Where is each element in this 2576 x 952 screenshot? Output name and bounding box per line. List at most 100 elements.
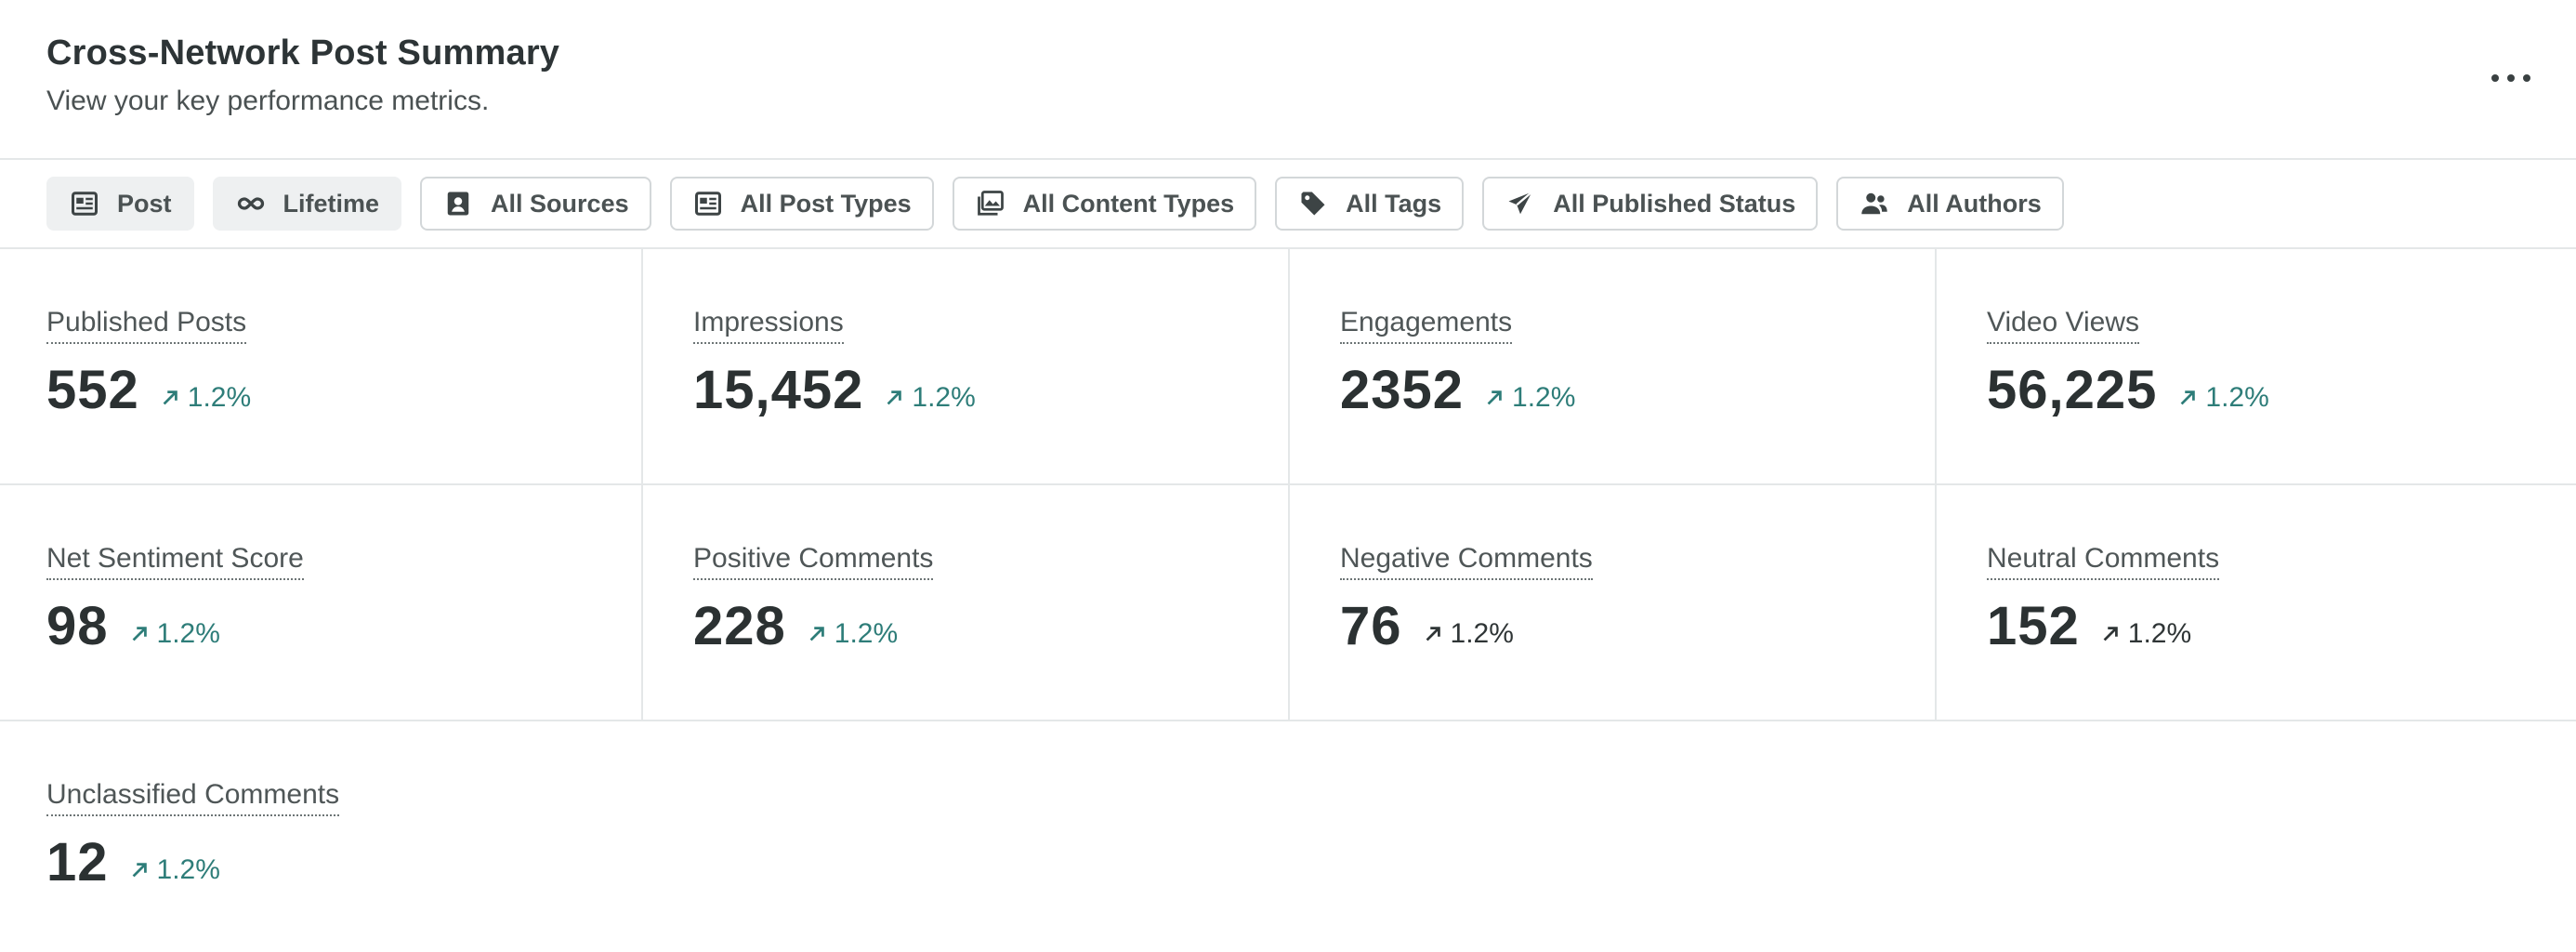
metric-label[interactable]: Impressions — [693, 307, 844, 344]
post-icon — [72, 192, 98, 216]
grid-divider — [0, 720, 2576, 721]
filter-label: All Authors — [1907, 189, 2042, 218]
metric-label[interactable]: Neutral Comments — [1987, 543, 2220, 580]
metric-change: 1.2% — [1484, 382, 1575, 414]
filter-label: All Post Types — [740, 189, 912, 218]
metric-label[interactable]: Net Sentiment Score — [46, 543, 304, 580]
users-icon — [1861, 192, 1887, 215]
trend-up-icon — [2181, 390, 2196, 405]
filter-bar: Post Lifetime All Sources All Post Types… — [46, 177, 2064, 231]
divider — [0, 247, 2576, 249]
metric-label[interactable]: Published Posts — [46, 307, 247, 344]
page-subtitle: View your key performance metrics. — [46, 86, 490, 116]
trend-up-icon — [1487, 390, 1502, 405]
metric-value: 552 — [46, 360, 139, 420]
metric-value: 56,225 — [1987, 360, 2158, 420]
more-horizontal-icon — [2491, 74, 2499, 82]
filter-label: Post — [117, 189, 172, 218]
metric-change-value: 1.2% — [1512, 382, 1576, 413]
grid-divider — [1935, 249, 1937, 720]
filter-label: All Published Status — [1553, 189, 1796, 218]
trend-up-icon — [887, 390, 902, 405]
divider — [0, 158, 2576, 160]
trend-up-icon — [132, 627, 147, 641]
trend-up-icon — [132, 863, 147, 878]
metric-value: 15,452 — [693, 360, 864, 420]
metric-change: 1.2% — [1423, 618, 1514, 650]
metric-label[interactable]: Negative Comments — [1340, 543, 1593, 580]
metric-row: 56,225 1.2% — [1987, 359, 2269, 421]
metric-change-value: 1.2% — [834, 618, 899, 649]
metric-change: 1.2% — [129, 854, 220, 886]
metric-label[interactable]: Unclassified Comments — [46, 779, 340, 816]
metric-card-video-views: Video Views 56,225 1.2% — [1940, 249, 2576, 485]
metric-value: 2352 — [1340, 360, 1465, 420]
metric-change-value: 1.2% — [912, 382, 976, 413]
metric-card-negative-comments: Negative Comments 76 1.2% — [1294, 485, 1940, 721]
metric-change-value: 1.2% — [2127, 618, 2192, 649]
grid-divider — [641, 249, 643, 720]
filter-sources[interactable]: All Sources — [420, 177, 651, 231]
image-icon — [977, 191, 1004, 216]
metric-change-value: 1.2% — [156, 618, 220, 649]
metric-change-value: 1.2% — [2205, 382, 2269, 413]
filter-tags[interactable]: All Tags — [1275, 177, 1465, 231]
metric-row: 15,452 1.2% — [693, 359, 976, 421]
tag-icon — [1301, 192, 1325, 216]
metric-value: 76 — [1340, 596, 1402, 656]
filter-label: All Tags — [1346, 189, 1442, 218]
metric-row: 152 1.2% — [1987, 595, 2191, 657]
metric-change: 1.2% — [884, 382, 976, 414]
metric-value: 152 — [1987, 596, 2080, 656]
filter-post-types[interactable]: All Post Types — [669, 177, 934, 231]
metric-card-engagements: Engagements 2352 1.2% — [1294, 249, 1940, 485]
filter-label: All Sources — [491, 189, 629, 218]
filter-label: All Content Types — [1022, 189, 1235, 218]
metric-row: 76 1.2% — [1340, 595, 1514, 657]
metric-card-impressions: Impressions 15,452 1.2% — [647, 249, 1294, 485]
metric-card-unclassified-comments: Unclassified Comments 12 1.2% — [0, 721, 647, 952]
metric-card-published-posts: Published Posts 552 1.2% — [0, 249, 647, 485]
trend-up-icon — [2103, 627, 2118, 641]
page-title: Cross-Network Post Summary — [46, 33, 560, 73]
metric-row: 12 1.2% — [46, 831, 220, 893]
filter-authors[interactable]: All Authors — [1836, 177, 2064, 231]
metric-label[interactable]: Engagements — [1340, 307, 1513, 344]
metric-change: 1.2% — [2177, 382, 2269, 414]
grid-divider — [1288, 249, 1290, 720]
metric-card-positive-comments: Positive Comments 228 1.2% — [647, 485, 1294, 721]
metric-value: 228 — [693, 596, 786, 656]
more-options-button[interactable] — [2472, 60, 2550, 97]
more-dot — [2523, 74, 2530, 82]
infinity-icon — [237, 197, 264, 210]
metric-row: 98 1.2% — [46, 595, 220, 657]
trend-up-icon — [163, 390, 177, 405]
metric-card-net-sentiment-score: Net Sentiment Score 98 1.2% — [0, 485, 647, 721]
trend-up-icon — [809, 627, 824, 641]
metric-row: 2352 1.2% — [1340, 359, 1575, 421]
metric-row: 228 1.2% — [693, 595, 898, 657]
filter-label: Lifetime — [283, 189, 380, 218]
filter-post[interactable]: Post — [46, 177, 194, 231]
metric-change-value: 1.2% — [1450, 618, 1514, 649]
profile-icon — [447, 192, 469, 216]
metric-row: 552 1.2% — [46, 359, 251, 421]
metric-value: 98 — [46, 596, 109, 656]
metric-card-neutral-comments: Neutral Comments 152 1.2% — [1940, 485, 2576, 721]
post-type-icon — [694, 192, 721, 216]
metric-label[interactable]: Video Views — [1987, 307, 2140, 344]
metric-value: 12 — [46, 832, 109, 892]
metric-change: 1.2% — [807, 618, 898, 650]
metric-change-value: 1.2% — [187, 382, 252, 413]
filter-content-types[interactable]: All Content Types — [952, 177, 1257, 231]
more-dot — [2507, 74, 2515, 82]
metric-label[interactable]: Positive Comments — [693, 543, 934, 580]
metric-change: 1.2% — [160, 382, 251, 414]
trend-up-icon — [1426, 627, 1440, 641]
filter-published-status[interactable]: All Published Status — [1482, 177, 1819, 231]
paper-plane-icon — [1508, 191, 1533, 215]
widget-header: Cross-Network Post Summary View your key… — [0, 0, 2576, 159]
metric-change-value: 1.2% — [156, 854, 220, 885]
metric-change: 1.2% — [129, 618, 220, 650]
filter-lifetime[interactable]: Lifetime — [212, 177, 402, 231]
